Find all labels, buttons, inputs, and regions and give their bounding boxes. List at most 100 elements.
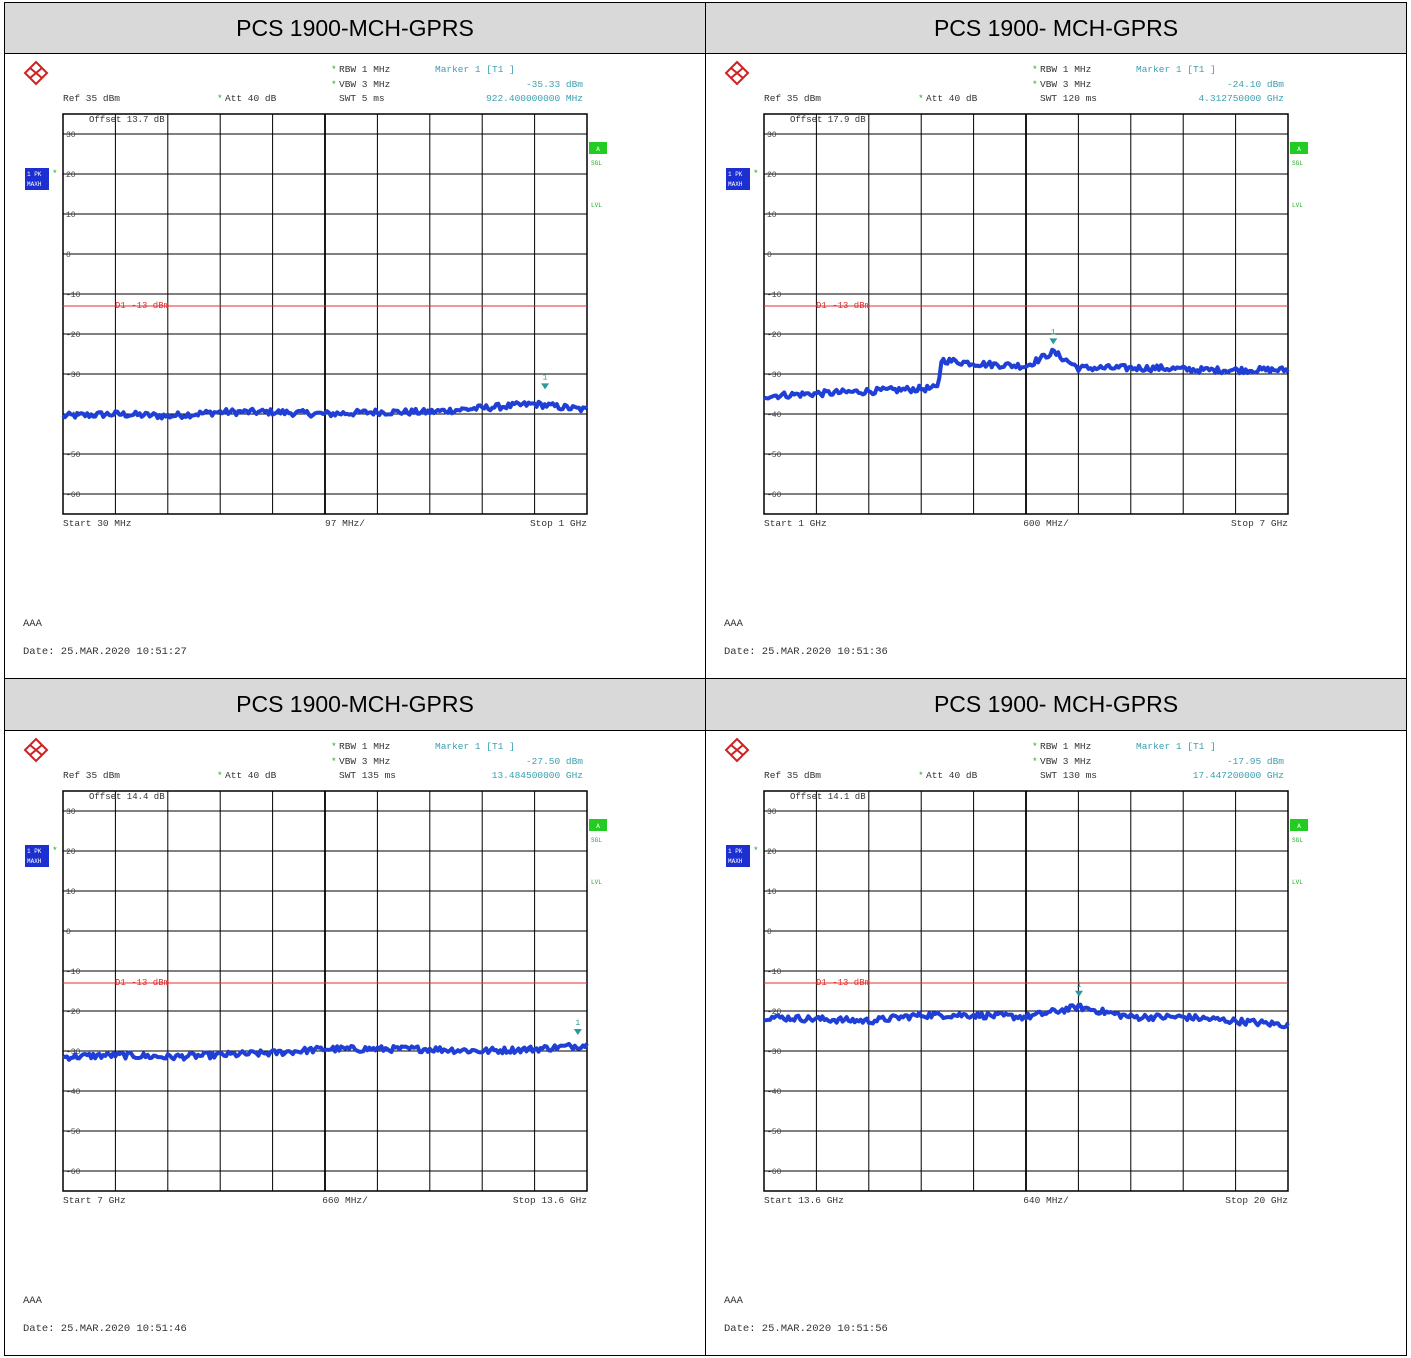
y-tick-label: -30	[66, 1048, 81, 1057]
stop-frequency-label: Stop 7 GHz	[1231, 518, 1288, 529]
spectrum-panel: Ref 35 dBm * Att 40 dB * RBW 1 MHz * VBW 3 MHz…	[705, 53, 1407, 680]
rohde-schwarz-logo-icon	[724, 60, 750, 86]
y-tick-label: -10	[66, 291, 81, 300]
date-label: Date: 25.MAR.2020 10:51:46	[23, 1323, 187, 1335]
marker-frequency: 13.484500000 GHz	[492, 770, 583, 781]
status-badge-lvl: LVL	[591, 879, 602, 886]
panel-header: PCS 1900- MCH-GPRS	[705, 1, 1407, 55]
y-tick-label: -20	[767, 1008, 782, 1017]
date-label: Date: 25.MAR.2020 10:51:36	[724, 646, 888, 658]
comment-label: AAA	[23, 1295, 43, 1307]
y-tick-label: 20	[66, 171, 76, 180]
panel-header: PCS 1900- MCH-GPRS	[705, 678, 1407, 731]
star-mark: *	[217, 93, 223, 104]
marker-title: Marker 1 [T1 ]	[435, 741, 515, 752]
rbw-label: RBW 1 MHz	[339, 741, 390, 752]
marker-number: 1	[543, 374, 548, 383]
star-mark: *	[52, 845, 58, 856]
y-tick-label: 10	[66, 211, 76, 220]
spectrum-panel: Ref 35 dBm * Att 40 dB * RBW 1 MHz * VBW 3 MHz…	[4, 53, 706, 680]
limit-line-label: D1 -13 dBm	[816, 978, 870, 988]
status-badges: A SGL LVL	[589, 818, 607, 886]
ref-level-label: Ref 35 dBm	[63, 770, 120, 781]
y-tick-label: 10	[767, 888, 777, 897]
star-mark: *	[1032, 741, 1038, 752]
trace-badge-line: MAXH	[728, 181, 743, 188]
star-mark: *	[918, 93, 924, 104]
status-badge-a: A	[1297, 823, 1301, 830]
status-badge-a: A	[596, 146, 600, 153]
marker-level: -24.10 dBm	[1227, 79, 1284, 90]
span-per-div-label: 97 MHz/	[325, 518, 365, 529]
sweep-time-label: SWT 5 ms	[339, 93, 385, 104]
sweep-time-label: SWT 135 ms	[339, 770, 396, 781]
rohde-schwarz-logo-icon	[23, 737, 49, 763]
y-tick-label: 0	[66, 251, 71, 260]
offset-label: Offset 13.7 dB	[89, 115, 165, 125]
marker-title: Marker 1 [T1 ]	[1136, 64, 1216, 75]
start-frequency-label: Start 30 MHz	[63, 518, 131, 529]
spectrum-panel: Ref 35 dBm * Att 40 dB * RBW 1 MHz * VBW 3 MHz…	[4, 729, 706, 1357]
rbw-label: RBW 1 MHz	[1040, 64, 1091, 75]
span-per-div-label: 660 MHz/	[322, 1195, 368, 1206]
star-mark: *	[217, 770, 223, 781]
y-tick-label: 30	[767, 808, 777, 817]
stop-frequency-label: Stop 1 GHz	[530, 518, 587, 529]
status-badge-lvl: LVL	[591, 202, 602, 209]
y-tick-label: -30	[767, 1048, 782, 1057]
y-tick-label: 10	[66, 888, 76, 897]
y-tick-label: 0	[767, 928, 772, 937]
star-mark: *	[52, 168, 58, 179]
comment-label: AAA	[23, 618, 43, 630]
y-tick-label: -20	[767, 331, 782, 340]
y-tick-label: -60	[66, 491, 81, 500]
trace-badge: 1 PK MAXH	[25, 168, 49, 191]
comment-label: AAA	[724, 618, 744, 630]
status-badges: A SGL LVL	[1290, 818, 1308, 886]
y-tick-label: -60	[767, 491, 782, 500]
trace-badge-line: 1 PK	[728, 848, 743, 855]
spectrum-panel: Ref 35 dBm * Att 40 dB * RBW 1 MHz * VBW 3 MHz…	[705, 729, 1407, 1357]
star-mark: *	[753, 168, 759, 179]
ref-level-label: Ref 35 dBm	[63, 93, 120, 104]
trace-series	[62, 1041, 589, 1062]
date-label: Date: 25.MAR.2020 10:51:56	[724, 1323, 888, 1335]
panel-header: PCS 1900-MCH-GPRS	[4, 1, 706, 55]
sweep-time-label: SWT 130 ms	[1040, 770, 1097, 781]
rohde-schwarz-logo-icon	[23, 60, 49, 86]
trace-series	[61, 399, 588, 421]
attenuation-label: Att 40 dB	[225, 93, 277, 104]
trace-badge: 1 PK MAXH	[726, 168, 750, 191]
ref-level-label: Ref 35 dBm	[764, 93, 821, 104]
y-tick-label: -30	[767, 371, 782, 380]
y-tick-label: -40	[767, 411, 782, 420]
limit-line-label: D1 -13 dBm	[115, 301, 169, 311]
y-tick-label: -50	[66, 451, 81, 460]
attenuation-label: Att 40 dB	[926, 770, 978, 781]
trace-badge-line: MAXH	[27, 181, 42, 188]
y-tick-label: -50	[767, 1128, 782, 1137]
y-tick-label: -30	[66, 371, 81, 380]
comment-label: AAA	[724, 1295, 744, 1307]
trace-badge-line: MAXH	[27, 858, 42, 865]
span-per-div-label: 600 MHz/	[1023, 518, 1069, 529]
offset-label: Offset 14.4 dB	[89, 792, 165, 802]
status-badge-sgl: SGL	[591, 160, 602, 167]
marker-frequency: 922.400000000 MHz	[486, 93, 583, 104]
offset-label: Offset 14.1 dB	[790, 792, 866, 802]
trace-badge: 1 PK MAXH	[726, 844, 750, 867]
start-frequency-label: Start 1 GHz	[764, 518, 827, 529]
trace-badge-line: 1 PK	[728, 171, 743, 178]
y-tick-label: -40	[767, 1088, 782, 1097]
spectrum-screen: Ref 35 dBm * Att 40 dB* RBW 1 MHz* VBW 3 MHz…	[23, 60, 607, 658]
limit-line-label: D1 -13 dBm	[816, 301, 870, 311]
spectrum-screen: Ref 35 dBm * Att 40 dB* RBW 1 MHz* VBW 3 MHz…	[724, 60, 1308, 658]
status-badge-a: A	[596, 823, 600, 830]
spectrum-screen: Ref 35 dBm * Att 40 dB* RBW 1 MHz* VBW 3 MHz…	[23, 737, 607, 1335]
vbw-label: VBW 3 MHz	[339, 79, 390, 90]
y-tick-label: 30	[66, 131, 76, 140]
vbw-label: VBW 3 MHz	[1040, 756, 1091, 767]
star-mark: *	[1032, 79, 1038, 90]
star-mark: *	[331, 756, 337, 767]
star-mark: *	[331, 64, 337, 75]
